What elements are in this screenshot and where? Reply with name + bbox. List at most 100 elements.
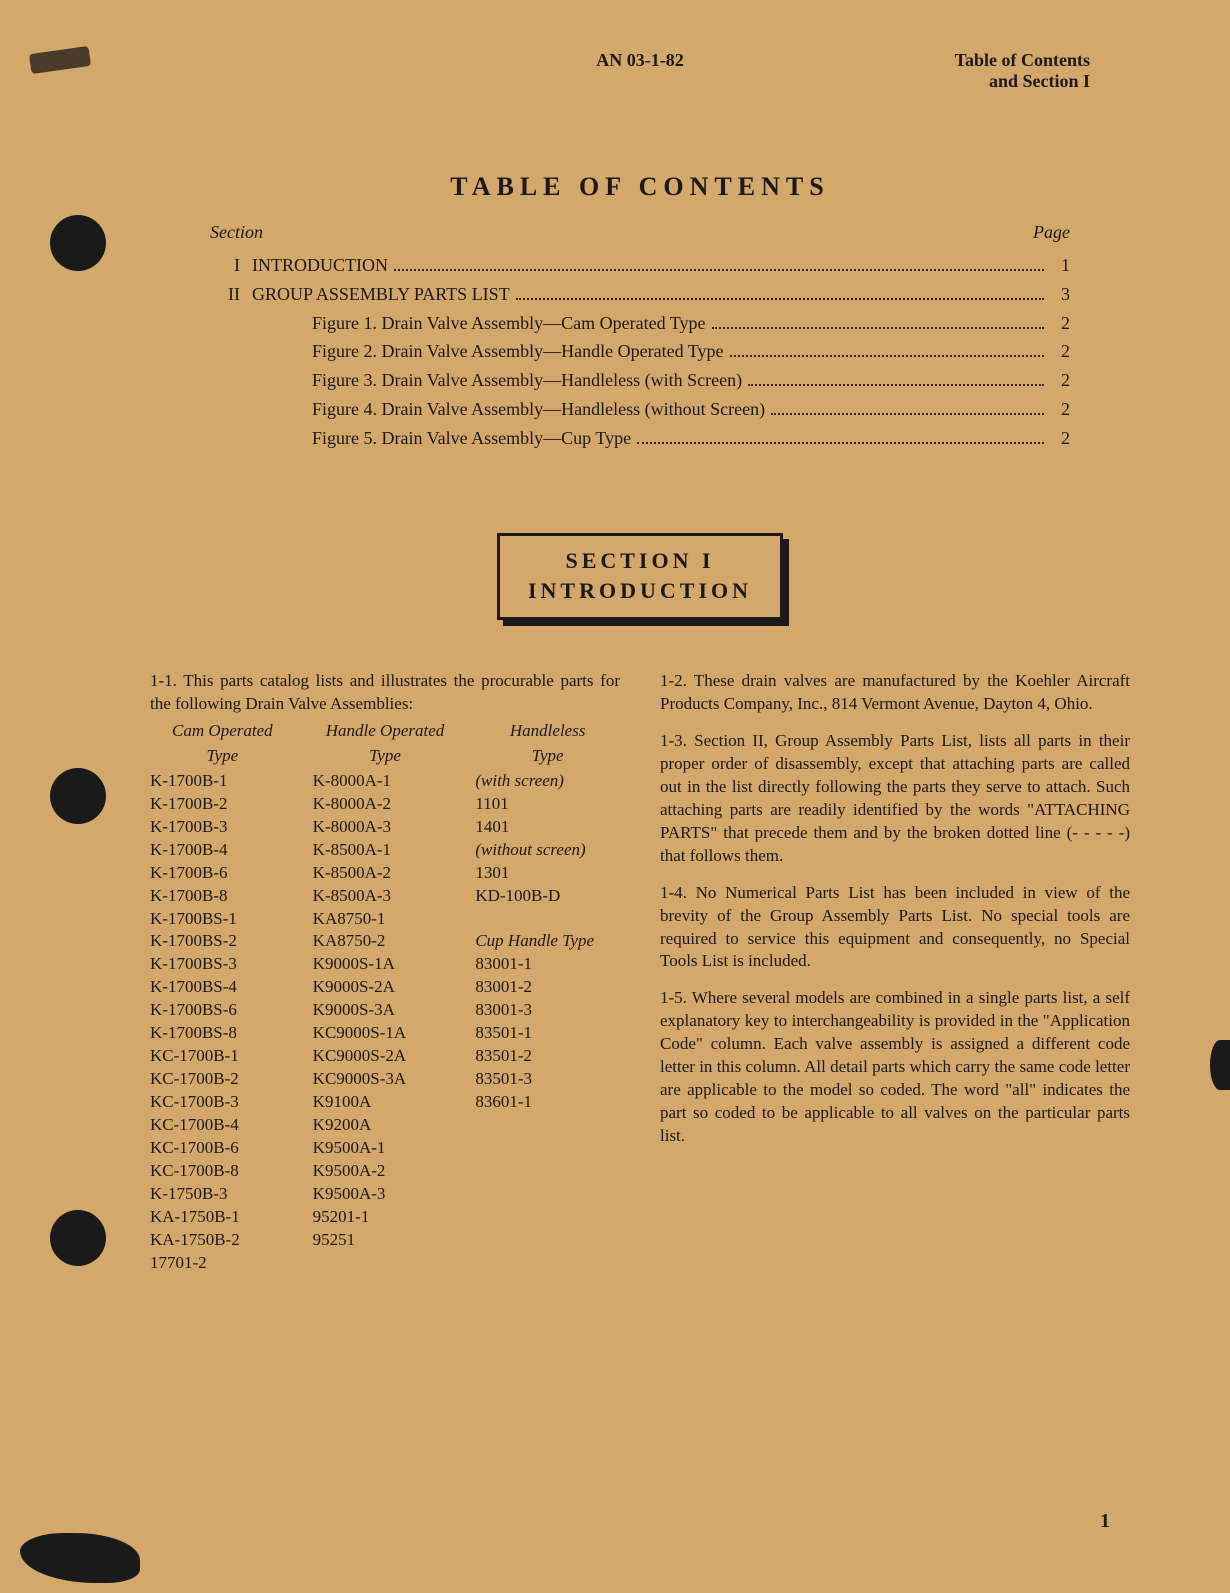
part-number: K-1700BS-8 bbox=[150, 1022, 295, 1045]
page-nick bbox=[1210, 1040, 1230, 1090]
toc-dots bbox=[712, 327, 1044, 329]
toc-row-label: INTRODUCTION bbox=[252, 251, 388, 280]
toc-dots bbox=[637, 442, 1044, 444]
table-of-contents: Section Page I INTRODUCTION 1IIGROUP ASSEM… bbox=[210, 222, 1070, 453]
part-number: 1301 bbox=[475, 862, 620, 885]
part-number: K-1700B-1 bbox=[150, 770, 295, 793]
part-number: K-1700B-4 bbox=[150, 839, 295, 862]
part-number: K9000S-1A bbox=[313, 953, 458, 976]
part-number: 83001-2 bbox=[475, 976, 620, 999]
part-number: 83601-1 bbox=[475, 1091, 620, 1114]
header-right: Table of Contents and Section I bbox=[840, 50, 1090, 92]
toc-row-label: Figure 3. Drain Valve Assembly—Handleles… bbox=[312, 366, 742, 395]
punch-hole bbox=[50, 768, 106, 824]
part-number: (with screen) bbox=[475, 770, 620, 793]
right-column: 1-2. These drain valves are manufactured… bbox=[660, 670, 1130, 1274]
part-number: K-1700BS-1 bbox=[150, 908, 295, 931]
toc-row: Figure 3. Drain Valve Assembly—Handleles… bbox=[270, 366, 1070, 395]
part-number: K9500A-2 bbox=[313, 1160, 458, 1183]
toc-row: I INTRODUCTION 1 bbox=[210, 251, 1070, 280]
toc-row: Figure 1. Drain Valve Assembly—Cam Opera… bbox=[270, 309, 1070, 338]
toc-dots bbox=[394, 269, 1044, 271]
paragraph-1-4: 1-4. No Numerical Parts List has been in… bbox=[660, 882, 1130, 974]
part-number: KA8750-2 bbox=[313, 930, 458, 953]
section-heading-box: SECTION I INTRODUCTION bbox=[497, 533, 783, 621]
toc-row: Figure 2. Drain Valve Assembly—Handle Op… bbox=[270, 337, 1070, 366]
part-number: KC9000S-2A bbox=[313, 1045, 458, 1068]
page-number: 1 bbox=[1100, 1510, 1110, 1533]
paragraph-1-3: 1-3. Section II, Group Assembly Parts Li… bbox=[660, 730, 1130, 868]
part-number: K9500A-3 bbox=[313, 1183, 458, 1206]
part-number: K9100A bbox=[313, 1091, 458, 1114]
toc-dots bbox=[771, 413, 1044, 415]
part-number: KC9000S-3A bbox=[313, 1068, 458, 1091]
part-number: KA-1750B-1 bbox=[150, 1206, 295, 1229]
part-number: K9000S-3A bbox=[313, 999, 458, 1022]
part-number: 17701-2 bbox=[150, 1252, 295, 1275]
toc-row-page: 2 bbox=[1050, 309, 1070, 338]
part-number: 95251 bbox=[313, 1229, 458, 1252]
part-number: 1401 bbox=[475, 816, 620, 839]
part-number: K-1700B-8 bbox=[150, 885, 295, 908]
part-number: K-1700BS-3 bbox=[150, 953, 295, 976]
part-number: 83001-3 bbox=[475, 999, 620, 1022]
toc-row-label: Figure 5. Drain Valve Assembly—Cup Type bbox=[312, 424, 631, 453]
part-number: K9500A-1 bbox=[313, 1137, 458, 1160]
section-heading-wrap: SECTION I INTRODUCTION bbox=[150, 533, 1130, 621]
toc-row: IIGROUP ASSEMBLY PARTS LIST3 bbox=[210, 280, 1070, 309]
toc-row: Figure 4. Drain Valve Assembly—Handleles… bbox=[270, 395, 1070, 424]
section-title: INTRODUCTION bbox=[528, 576, 752, 607]
toc-row-page: 2 bbox=[1050, 337, 1070, 366]
part-number: KD-100B-D bbox=[475, 885, 620, 908]
part-number: KC-1700B-6 bbox=[150, 1137, 295, 1160]
part-number: KC-1700B-3 bbox=[150, 1091, 295, 1114]
document-page: AN 03-1-82 Table of Contents and Section… bbox=[0, 0, 1230, 1593]
toc-row-page: 2 bbox=[1050, 366, 1070, 395]
part-number: KC9000S-1A bbox=[313, 1022, 458, 1045]
toc-dots bbox=[730, 355, 1045, 357]
part-number: K-8000A-2 bbox=[313, 793, 458, 816]
part-number: 83501-2 bbox=[475, 1045, 620, 1068]
part-number: K-8000A-3 bbox=[313, 816, 458, 839]
toc-dots bbox=[748, 384, 1044, 386]
part-number: 95201-1 bbox=[313, 1206, 458, 1229]
part-number: K9000S-2A bbox=[313, 976, 458, 999]
part-number: KA8750-1 bbox=[313, 908, 458, 931]
part-number: K-1700BS-4 bbox=[150, 976, 295, 999]
body-columns: 1-1. This parts catalog lists and illust… bbox=[150, 670, 1130, 1274]
part-number: K9200A bbox=[313, 1114, 458, 1137]
part-number: KA-1750B-2 bbox=[150, 1229, 295, 1252]
punch-hole bbox=[50, 1210, 106, 1266]
part-number: K-1700B-6 bbox=[150, 862, 295, 885]
toc-row-page: 2 bbox=[1050, 395, 1070, 424]
parts-table: Cam Operated Type K-1700B-1K-1700B-2K-17… bbox=[150, 720, 620, 1275]
part-number: 83501-1 bbox=[475, 1022, 620, 1045]
part-number: KC-1700B-1 bbox=[150, 1045, 295, 1068]
part-number: (without screen) bbox=[475, 839, 620, 862]
toc-row-page: 1 bbox=[1050, 251, 1070, 280]
parts-col-handleless: Handleless Type (with screen)11011401(wi… bbox=[475, 720, 620, 1275]
part-number: 83501-3 bbox=[475, 1068, 620, 1091]
toc-section-label: Section bbox=[210, 222, 263, 243]
part-number: K-8500A-3 bbox=[313, 885, 458, 908]
part-number: K-8500A-2 bbox=[313, 862, 458, 885]
part-number: KC-1700B-4 bbox=[150, 1114, 295, 1137]
parts-col-cam: Cam Operated Type K-1700B-1K-1700B-2K-17… bbox=[150, 720, 295, 1275]
toc-title: TABLE OF CONTENTS bbox=[150, 172, 1130, 202]
toc-row-label: Figure 2. Drain Valve Assembly—Handle Op… bbox=[312, 337, 724, 366]
toc-row-page: 3 bbox=[1050, 280, 1070, 309]
toc-row-num: I bbox=[210, 251, 240, 280]
left-column: 1-1. This parts catalog lists and illust… bbox=[150, 670, 620, 1274]
part-number: K-1750B-3 bbox=[150, 1183, 295, 1206]
part-number: K-1700BS-6 bbox=[150, 999, 295, 1022]
part-number: K-1700BS-2 bbox=[150, 930, 295, 953]
toc-header: Section Page bbox=[210, 222, 1070, 243]
part-number: Cup Handle Type bbox=[475, 930, 620, 953]
part-number: 1101 bbox=[475, 793, 620, 816]
section-number: SECTION I bbox=[528, 546, 752, 577]
toc-page-label: Page bbox=[1033, 222, 1070, 243]
part-number: KC-1700B-8 bbox=[150, 1160, 295, 1183]
part-number: K-8000A-1 bbox=[313, 770, 458, 793]
toc-dots bbox=[516, 298, 1044, 300]
page-header: AN 03-1-82 Table of Contents and Section… bbox=[150, 50, 1130, 92]
